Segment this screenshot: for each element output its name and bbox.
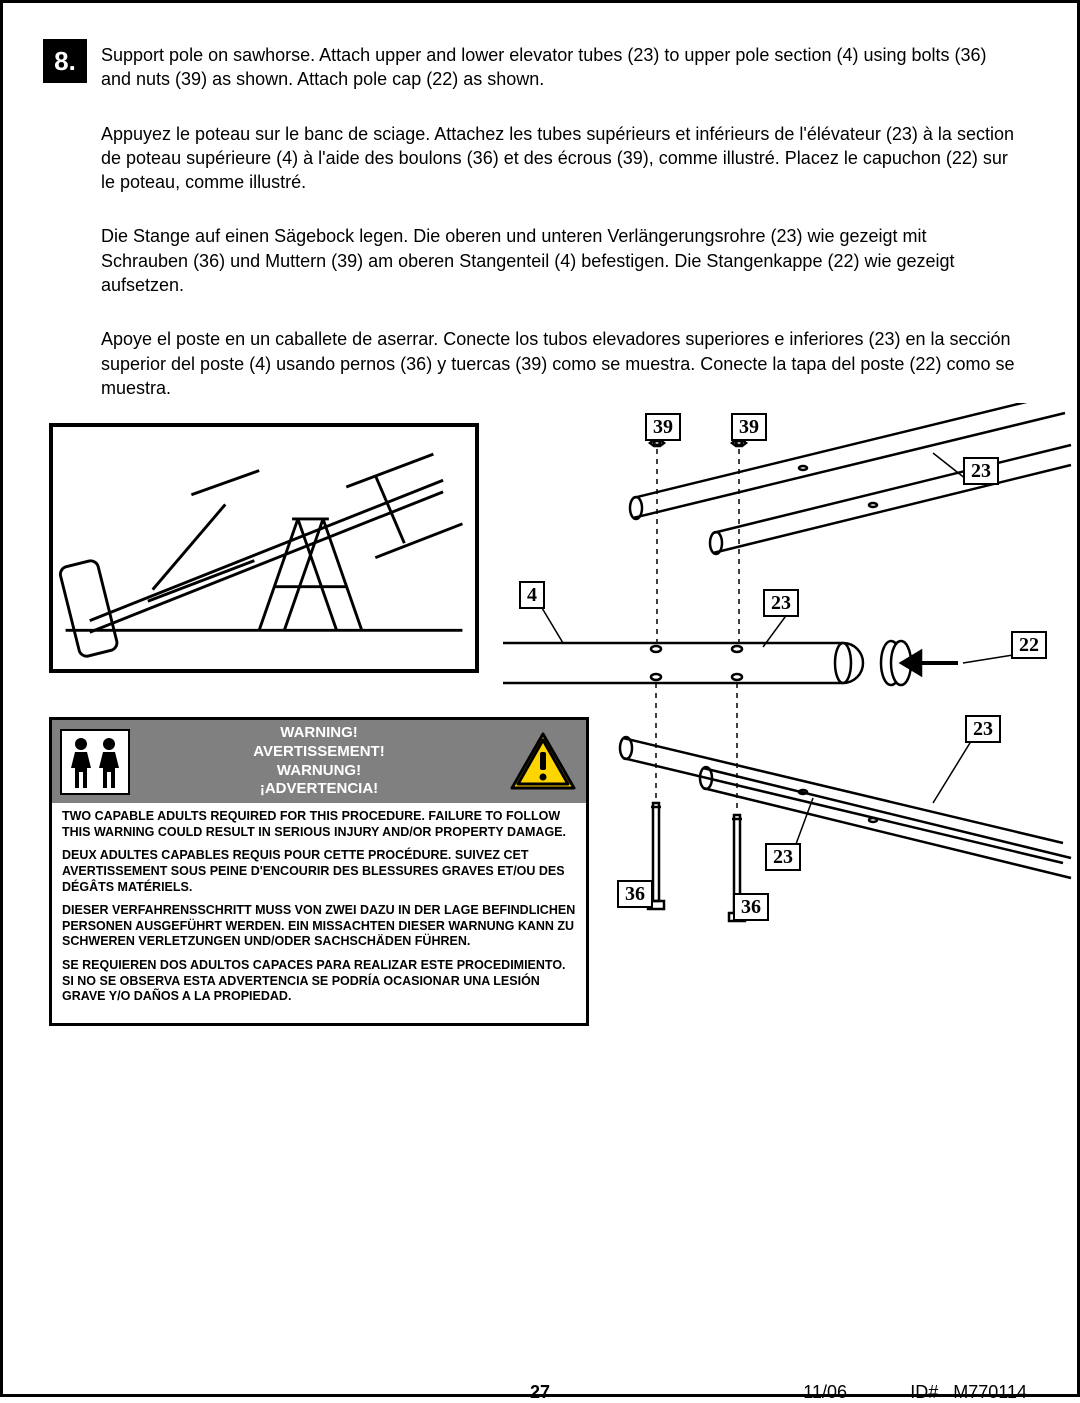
page-number: 27 [530,1382,550,1403]
instruction-block: Support pole on sawhorse. Attach upper a… [101,43,1017,430]
callout-36: 36 [617,880,653,908]
callout-23: 23 [965,715,1001,743]
callout-23: 23 [763,589,799,617]
warning-title-de: WARNUNG! [130,762,508,781]
instruction-fr: Appuyez le poteau sur le banc de sciage.… [101,122,1017,195]
warning-title-en: WARNING! [130,724,508,743]
warning-box: WARNING! AVERTISSEMENT! WARNUNG! ¡ADVERT… [49,717,589,1026]
warning-body-en: TWO CAPABLE ADULTS REQUIRED FOR THIS PRO… [62,809,576,840]
callout-23: 23 [765,843,801,871]
footer-id-label: ID# [910,1382,938,1402]
callout-39: 39 [731,413,767,441]
callout-36: 36 [733,893,769,921]
callout-39: 39 [645,413,681,441]
callout-4: 4 [519,581,545,609]
warning-body-es: SE REQUIEREN DOS ADULTOS CAPACES PARA RE… [62,958,576,1005]
warning-body-de: DIESER VERFAHRENSSCHRITT MUSS VON ZWEI D… [62,903,576,950]
warning-header: WARNING! AVERTISSEMENT! WARNUNG! ¡ADVERT… [52,720,586,803]
instruction-es: Apoye el poste en un caballete de aserra… [101,327,1017,400]
warning-title-fr: AVERTISSEMENT! [130,743,508,762]
warning-body: TWO CAPABLE ADULTS REQUIRED FOR THIS PRO… [52,803,586,1023]
callout-22: 22 [1011,631,1047,659]
two-people-icon [60,729,130,795]
sawhorse-illustration [49,423,479,673]
callout-23: 23 [963,457,999,485]
warning-triangle-icon [508,729,578,795]
instruction-en: Support pole on sawhorse. Attach upper a… [101,43,1017,92]
warning-title-es: ¡ADVERTENCIA! [130,780,508,799]
footer-date: 11/06 [803,1382,847,1403]
manual-page: 8. Support pole on sawhorse. Attach uppe… [0,0,1080,1397]
footer-id-value: M770114 [953,1382,1027,1402]
warning-titles: WARNING! AVERTISSEMENT! WARNUNG! ¡ADVERT… [130,724,508,799]
sawhorse-svg [53,427,475,669]
step-number-badge: 8. [43,39,87,83]
footer-id: ID# M770114 [910,1382,1027,1403]
instruction-de: Die Stange auf einen Sägebock legen. Die… [101,224,1017,297]
warning-body-fr: DEUX ADULTES CAPABLES REQUIS POUR CETTE … [62,848,576,895]
